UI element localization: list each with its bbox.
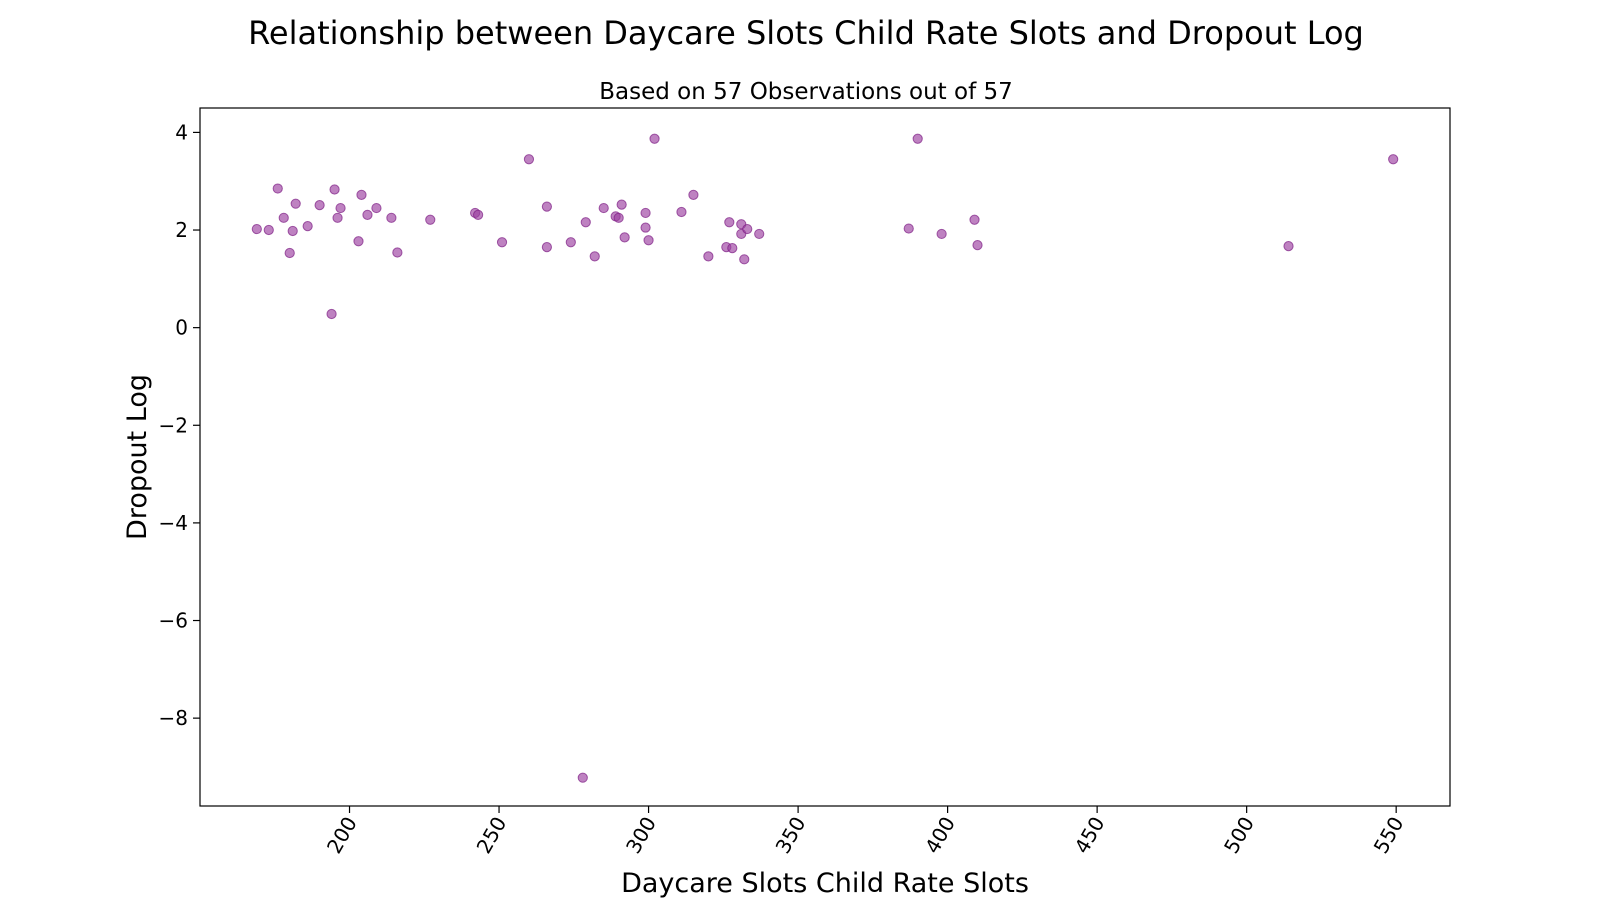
y-tick-label: 2 bbox=[175, 218, 188, 242]
x-tick-label: 450 bbox=[1070, 813, 1110, 858]
data-point bbox=[335, 202, 346, 214]
data-point bbox=[371, 202, 382, 214]
data-point bbox=[577, 772, 588, 783]
data-point bbox=[643, 235, 654, 246]
data-point bbox=[425, 214, 436, 225]
data-point bbox=[616, 199, 627, 210]
x-tick-label: 400 bbox=[920, 813, 960, 858]
chart-subtitle: Based on 57 Observations out of 57 bbox=[599, 79, 1013, 105]
data-point bbox=[727, 242, 738, 254]
data-point bbox=[496, 237, 508, 248]
y-tick-label: −8 bbox=[159, 706, 188, 730]
data-point bbox=[278, 212, 289, 223]
y-axis-label: Dropout Log bbox=[122, 374, 153, 540]
data-point bbox=[386, 212, 397, 223]
data-point bbox=[362, 209, 373, 220]
data-point bbox=[649, 133, 660, 144]
data-point bbox=[541, 201, 552, 212]
x-axis: 200 250 300 350 400 450 500 550 bbox=[322, 806, 1409, 858]
data-point bbox=[565, 237, 576, 248]
data-point bbox=[613, 212, 624, 223]
y-axis: 4 2 0 −2 −4 −6 −8 bbox=[159, 120, 200, 730]
data-point bbox=[332, 212, 343, 223]
data-point bbox=[903, 223, 914, 234]
data-points bbox=[251, 133, 1399, 783]
data-point bbox=[392, 247, 403, 258]
plot-frame bbox=[199, 107, 1451, 807]
data-point bbox=[356, 189, 367, 200]
data-point bbox=[589, 251, 600, 262]
data-point bbox=[541, 242, 552, 253]
y-tick-label: −2 bbox=[159, 413, 188, 437]
data-point bbox=[742, 223, 753, 235]
data-point bbox=[263, 224, 274, 236]
data-point bbox=[1283, 241, 1294, 252]
data-point bbox=[523, 154, 535, 165]
y-tick-label: 0 bbox=[175, 316, 188, 340]
data-point bbox=[688, 189, 699, 200]
data-point bbox=[580, 217, 591, 228]
data-point bbox=[969, 214, 980, 225]
data-point bbox=[912, 133, 923, 144]
data-point bbox=[676, 206, 687, 218]
data-point bbox=[353, 236, 364, 247]
chart-title: Relationship between Daycare Slots Child… bbox=[248, 14, 1364, 52]
data-point bbox=[703, 251, 714, 262]
data-point bbox=[326, 308, 337, 320]
x-tick-label: 500 bbox=[1219, 813, 1259, 858]
data-point bbox=[598, 202, 609, 214]
x-tick-label: 250 bbox=[471, 813, 511, 858]
y-tick-label: −6 bbox=[159, 609, 188, 633]
data-point bbox=[314, 200, 325, 211]
data-point bbox=[640, 222, 651, 233]
data-point bbox=[473, 209, 484, 220]
data-point bbox=[287, 225, 298, 237]
y-tick-label: −4 bbox=[159, 511, 188, 535]
x-tick-label: 550 bbox=[1369, 813, 1409, 858]
data-point bbox=[302, 221, 313, 232]
data-point bbox=[739, 254, 750, 265]
x-tick-label: 300 bbox=[621, 813, 661, 858]
data-point bbox=[329, 184, 340, 195]
data-point bbox=[619, 232, 630, 243]
y-tick-label: 4 bbox=[175, 120, 188, 144]
data-point bbox=[972, 240, 983, 251]
data-point bbox=[251, 223, 262, 235]
x-tick-label: 200 bbox=[322, 813, 362, 858]
data-point bbox=[1388, 154, 1399, 165]
data-point bbox=[284, 247, 295, 259]
data-point bbox=[724, 217, 735, 228]
x-axis-label: Daycare Slots Child Rate Slots bbox=[621, 868, 1029, 899]
data-point bbox=[754, 228, 765, 240]
data-point bbox=[272, 183, 283, 194]
data-point bbox=[936, 228, 947, 240]
data-point bbox=[290, 198, 301, 209]
data-point bbox=[640, 207, 651, 219]
x-tick-label: 350 bbox=[771, 813, 811, 858]
